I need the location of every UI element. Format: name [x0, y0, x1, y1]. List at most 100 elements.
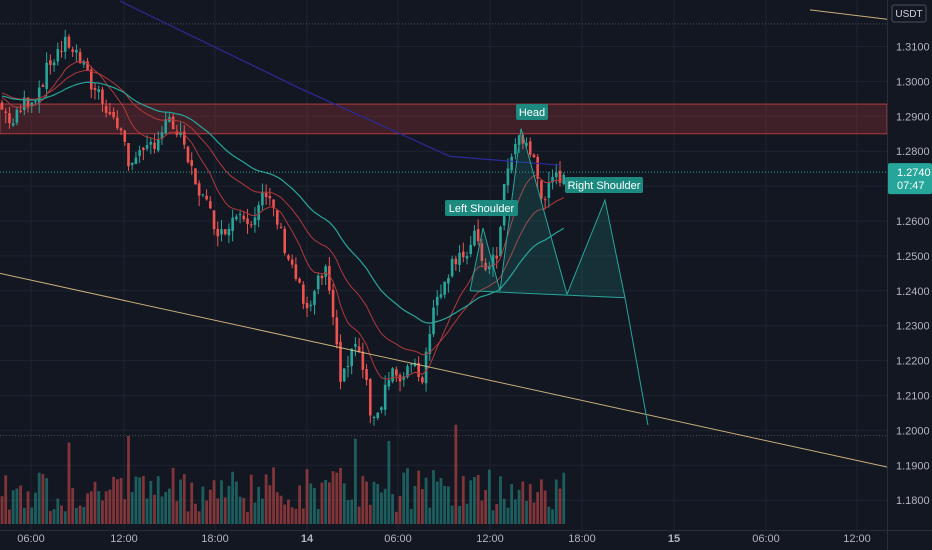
volume-bar — [182, 474, 186, 524]
volume-bar — [253, 502, 257, 524]
volume-bar — [190, 482, 194, 524]
candle-body — [495, 255, 499, 259]
volume-bar — [175, 501, 179, 524]
volume-bar — [138, 477, 142, 524]
candle-body — [63, 36, 67, 52]
candle-body — [60, 50, 63, 52]
time-tick-label: 18:00 — [568, 533, 596, 545]
volume-bar — [525, 500, 528, 524]
candle-body — [112, 111, 115, 118]
candle-body — [361, 351, 365, 370]
volume-bar — [234, 481, 238, 524]
volume-bar — [205, 500, 208, 524]
volume-bar — [398, 495, 402, 524]
volume-bar — [439, 478, 443, 524]
volume-bar — [547, 506, 551, 524]
candle-body — [4, 111, 8, 113]
candle-body — [395, 369, 398, 376]
candle-body — [194, 168, 197, 185]
neckline — [469, 290, 626, 299]
candle-body — [175, 131, 179, 135]
candle-body — [320, 275, 324, 279]
resistance-zone — [0, 103, 888, 135]
candle-body — [335, 317, 339, 345]
volume-bar — [420, 489, 424, 524]
candle-body — [309, 304, 313, 307]
volume-bar — [454, 424, 458, 524]
candle-body — [443, 281, 446, 295]
volume-bar — [365, 481, 368, 524]
candle-body — [82, 61, 86, 65]
volume-bar — [19, 485, 22, 524]
price-tick-label: 1.1900 — [896, 460, 930, 472]
candle-body — [450, 258, 454, 277]
candle-body — [156, 139, 160, 151]
candle-body — [182, 131, 186, 145]
candle-body — [231, 217, 234, 232]
candle-body — [220, 229, 223, 235]
candle-body — [8, 113, 11, 124]
time-tick-label: 12:00 — [110, 533, 138, 545]
candle-body — [417, 362, 420, 377]
candle-body — [134, 157, 138, 164]
volume-bar — [89, 491, 93, 524]
volume-bar — [554, 479, 558, 524]
candle-body — [197, 183, 201, 196]
price-tick-label: 1.2400 — [896, 286, 930, 298]
volume-bar — [543, 490, 547, 524]
candle-body — [368, 379, 372, 416]
volume-bar — [324, 479, 328, 524]
candle-body — [342, 368, 346, 382]
candle-body — [160, 132, 164, 139]
time-tick-label: 12:00 — [476, 533, 504, 545]
time-tick-label: 06:00 — [752, 533, 780, 545]
volume-bar — [461, 476, 465, 524]
volume-bar — [41, 474, 45, 524]
volume-bar — [368, 504, 372, 524]
candle-body — [34, 101, 37, 103]
volume-bar — [301, 508, 305, 524]
candle-body — [521, 135, 525, 144]
volume-bar — [320, 482, 324, 524]
grid — [0, 0, 887, 530]
volume-bar — [380, 492, 383, 524]
volume-bar — [56, 498, 60, 524]
candle-body — [380, 407, 383, 411]
volume-bar — [186, 511, 190, 524]
candle-body — [510, 156, 513, 171]
candle-body — [223, 229, 227, 235]
price-tick-label: 1.2500 — [896, 251, 930, 263]
volume-bar — [197, 511, 201, 524]
volume-bar — [264, 474, 268, 524]
candle-body — [171, 116, 175, 130]
candle-body — [164, 119, 167, 134]
candle-body — [209, 201, 212, 209]
volume-bar — [22, 507, 26, 524]
volume-bar — [350, 499, 354, 524]
price-tick-label: 1.2800 — [896, 146, 930, 158]
candle-body — [290, 259, 294, 265]
candle-body — [350, 348, 353, 366]
volume-bar — [342, 483, 346, 524]
volume-bar — [145, 498, 149, 524]
price-tick-label: 1.2300 — [896, 321, 930, 333]
volume-bar — [313, 488, 316, 524]
volume-bar — [220, 480, 223, 524]
volume-bar — [517, 489, 521, 524]
volume-bar — [164, 491, 168, 524]
volume-bar — [510, 484, 514, 524]
candle-body — [130, 162, 134, 165]
candle-body — [108, 112, 112, 115]
volume-bar — [67, 442, 71, 524]
volume-bar — [134, 476, 138, 524]
candle-body — [540, 180, 543, 199]
left-shoulder-label: Left Shoulder — [449, 203, 515, 215]
candle-body — [272, 199, 275, 209]
candle-body — [238, 214, 242, 216]
candle-body — [372, 416, 376, 418]
volume-bar — [536, 492, 540, 524]
volume-bar — [149, 480, 153, 524]
candle-body — [101, 89, 104, 104]
volume-bar — [4, 475, 8, 524]
